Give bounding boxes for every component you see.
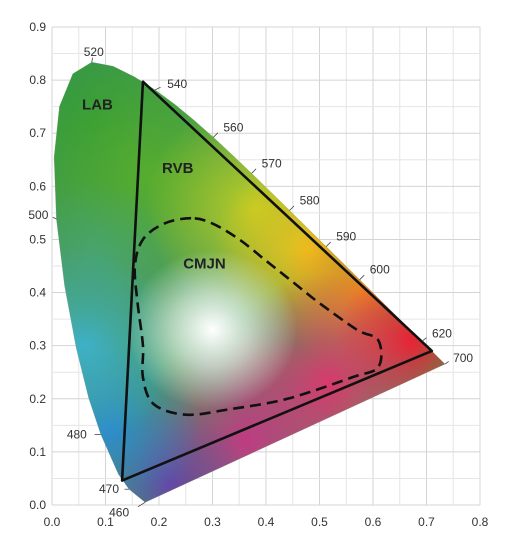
wavelength-tick xyxy=(359,274,365,280)
y-tick-label: 0.4 xyxy=(29,286,46,300)
axis-ticks: 0.0 0.1 0.2 0.3 0.4 0.5 0.6 0.7 0.8 0.0 0.1 0.2 0.3 0… xyxy=(29,20,488,529)
x-tick-label: 0.6 xyxy=(365,515,382,529)
wavelength-tick xyxy=(251,168,257,174)
y-tick-label: 0.3 xyxy=(29,339,46,353)
wavelength-tick xyxy=(137,502,146,508)
x-tick-label: 0.7 xyxy=(418,515,435,529)
wavelength-label: 460 xyxy=(109,505,129,519)
y-tick-label: 0.9 xyxy=(29,20,46,34)
rvb-gamut-outline xyxy=(120,80,434,482)
wavelength-tick xyxy=(91,57,94,63)
rvb-label: RVB xyxy=(162,160,194,177)
x-tick-label: 0.0 xyxy=(44,515,61,529)
wavelength-label: 520 xyxy=(84,45,104,59)
wavelength-tick xyxy=(155,86,161,91)
wavelength-label: 580 xyxy=(300,193,320,207)
y-tick-label: 0.2 xyxy=(29,392,46,406)
gamut-triangles: LAB RVB CMJN xyxy=(82,80,434,482)
y-tick-label: 0.8 xyxy=(29,73,46,87)
wavelength-tick xyxy=(213,132,219,138)
y-tick-label: 0.0 xyxy=(29,498,46,512)
x-tick-label: 0.5 xyxy=(311,515,328,529)
spectral-locus xyxy=(53,61,446,503)
wavelength-tick xyxy=(444,361,449,365)
wavelength-tick xyxy=(325,241,331,247)
y-tick-label: 0.6 xyxy=(29,179,46,193)
x-tick-label: 0.3 xyxy=(204,515,221,529)
wavelength-label: 620 xyxy=(432,326,452,340)
cmjn-gamut-outline xyxy=(133,216,383,417)
x-tick-label: 0.8 xyxy=(472,515,489,529)
y-tick-label: 0.1 xyxy=(29,445,46,459)
wavelength-label: 470 xyxy=(99,482,119,496)
x-tick-label: 0.2 xyxy=(151,515,168,529)
wavelength-label: 540 xyxy=(167,77,187,91)
wavelength-tick xyxy=(421,337,427,342)
wavelength-label: 500 xyxy=(28,208,48,222)
wavelength-tick xyxy=(289,205,295,211)
wavelength-label: 590 xyxy=(336,230,356,244)
wavelength-label: 480 xyxy=(67,428,87,442)
y-tick-label: 0.7 xyxy=(29,126,46,140)
wavelength-label: 700 xyxy=(453,351,473,365)
x-tick-label: 0.1 xyxy=(97,515,114,529)
wavelength-label: 600 xyxy=(370,263,390,277)
wavelength-label: 570 xyxy=(262,156,282,170)
cmjn-label: CMJN xyxy=(183,256,226,273)
wavelength-tick xyxy=(52,216,57,220)
y-tick-label: 0.5 xyxy=(29,232,46,246)
wavelength-label: 560 xyxy=(223,120,243,134)
x-tick-label: 0.4 xyxy=(258,515,275,529)
lab-label: LAB xyxy=(82,96,113,113)
